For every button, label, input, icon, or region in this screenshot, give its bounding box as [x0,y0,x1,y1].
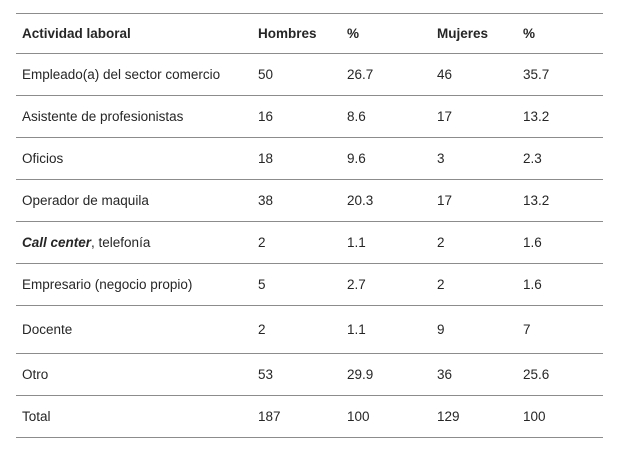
hombres-pct-cell: 1.1 [347,235,366,250]
activity-label-cell: Empresario (negocio propio) [16,264,258,306]
mujeres-pct-cell: 35.7 [523,67,550,82]
hombres-value-cell: 187 [258,409,281,424]
activity-label: Oficios [22,151,64,166]
hombres-value-cell: 2 [258,322,266,337]
mujeres-value-cell: 2 [437,277,445,292]
table-header: Actividad laboral Hombres % Mujeres % [16,14,603,54]
hombres-value-cell: 53 [258,367,274,382]
activity-label-cell: Empleado(a) del sector comercio [16,54,258,96]
mujeres-value-cell: 9 [437,322,445,337]
hombres-pct-cell: 9.6 [347,151,366,166]
activity-label-cell: Operador de maquila [16,180,258,222]
mujeres-pct-cell: 2.3 [523,151,542,166]
activity-label: Otro [22,367,49,382]
labor-activity-table: Actividad laboral Hombres % Mujeres % Em… [16,13,603,438]
hombres-pct-cell: 1.1 [347,322,366,337]
hombres-pct-cell: 29.9 [347,367,374,382]
table-body: Empleado(a) del sector comercio 50 26.7 … [16,54,603,438]
mujeres-value-cell: 36 [437,367,453,382]
activity-label: Operador de maquila [22,193,149,208]
hombres-value-cell: 18 [258,151,274,166]
mujeres-pct-cell: 13.2 [523,109,550,124]
activity-label: Empresario (negocio propio) [22,277,193,292]
hombres-pct-cell: 20.3 [347,193,374,208]
table-row: Total 187 100 129 100 [16,396,603,438]
activity-label-emphasis: Call center [22,235,92,250]
column-header-mujeres-pct: % [523,26,536,41]
hombres-pct-cell: 26.7 [347,67,374,82]
table-row: Operador de maquila 38 20.3 17 13.2 [16,180,603,222]
activity-label: Docente [22,322,73,337]
table-row: Docente 2 1.1 9 7 [16,306,603,354]
activity-label-cell: Asistente de profesionistas [16,96,258,138]
activity-label-cell: Oficios [16,138,258,180]
table-row: Oficios 18 9.6 3 2.3 [16,138,603,180]
table-row: Empresario (negocio propio) 5 2.7 2 1.6 [16,264,603,306]
hombres-value-cell: 2 [258,235,266,250]
mujeres-pct-cell: 100 [523,409,546,424]
mujeres-pct-cell: 25.6 [523,367,550,382]
table-row: Otro 53 29.9 36 25.6 [16,354,603,396]
hombres-value-cell: 38 [258,193,274,208]
header-row: Actividad laboral Hombres % Mujeres % [16,14,603,54]
table-row: Empleado(a) del sector comercio 50 26.7 … [16,54,603,96]
activity-label-cell: Total [16,396,258,438]
labor-activity-table-container: Actividad laboral Hombres % Mujeres % Em… [16,13,603,438]
table-row: Call center, telefonía 2 1.1 2 1.6 [16,222,603,264]
mujeres-value-cell: 17 [437,109,453,124]
activity-label: , telefonía [91,235,151,250]
mujeres-value-cell: 3 [437,151,445,166]
mujeres-value-cell: 46 [437,67,453,82]
mujeres-pct-cell: 13.2 [523,193,550,208]
hombres-pct-cell: 100 [347,409,370,424]
mujeres-value-cell: 17 [437,193,453,208]
mujeres-value-cell: 129 [437,409,460,424]
activity-label: Total [22,409,51,424]
column-header-hombres-pct: % [347,26,360,41]
column-header-mujeres: Mujeres [437,26,489,41]
activity-label-cell: Call center, telefonía [16,222,258,264]
mujeres-pct-cell: 7 [523,322,531,337]
hombres-value-cell: 50 [258,67,274,82]
mujeres-pct-cell: 1.6 [523,235,542,250]
hombres-value-cell: 16 [258,109,274,124]
activity-label: Asistente de profesionistas [22,109,184,124]
activity-label: Empleado(a) del sector comercio [22,67,221,82]
activity-label-cell: Docente [16,306,258,354]
hombres-pct-cell: 8.6 [347,109,366,124]
hombres-value-cell: 5 [258,277,266,292]
column-header-hombres: Hombres [258,26,317,41]
activity-label-cell: Otro [16,354,258,396]
column-header-actividad-laboral: Actividad laboral [22,26,131,41]
mujeres-pct-cell: 1.6 [523,277,542,292]
hombres-pct-cell: 2.7 [347,277,366,292]
mujeres-value-cell: 2 [437,235,445,250]
table-row: Asistente de profesionistas 16 8.6 17 13… [16,96,603,138]
